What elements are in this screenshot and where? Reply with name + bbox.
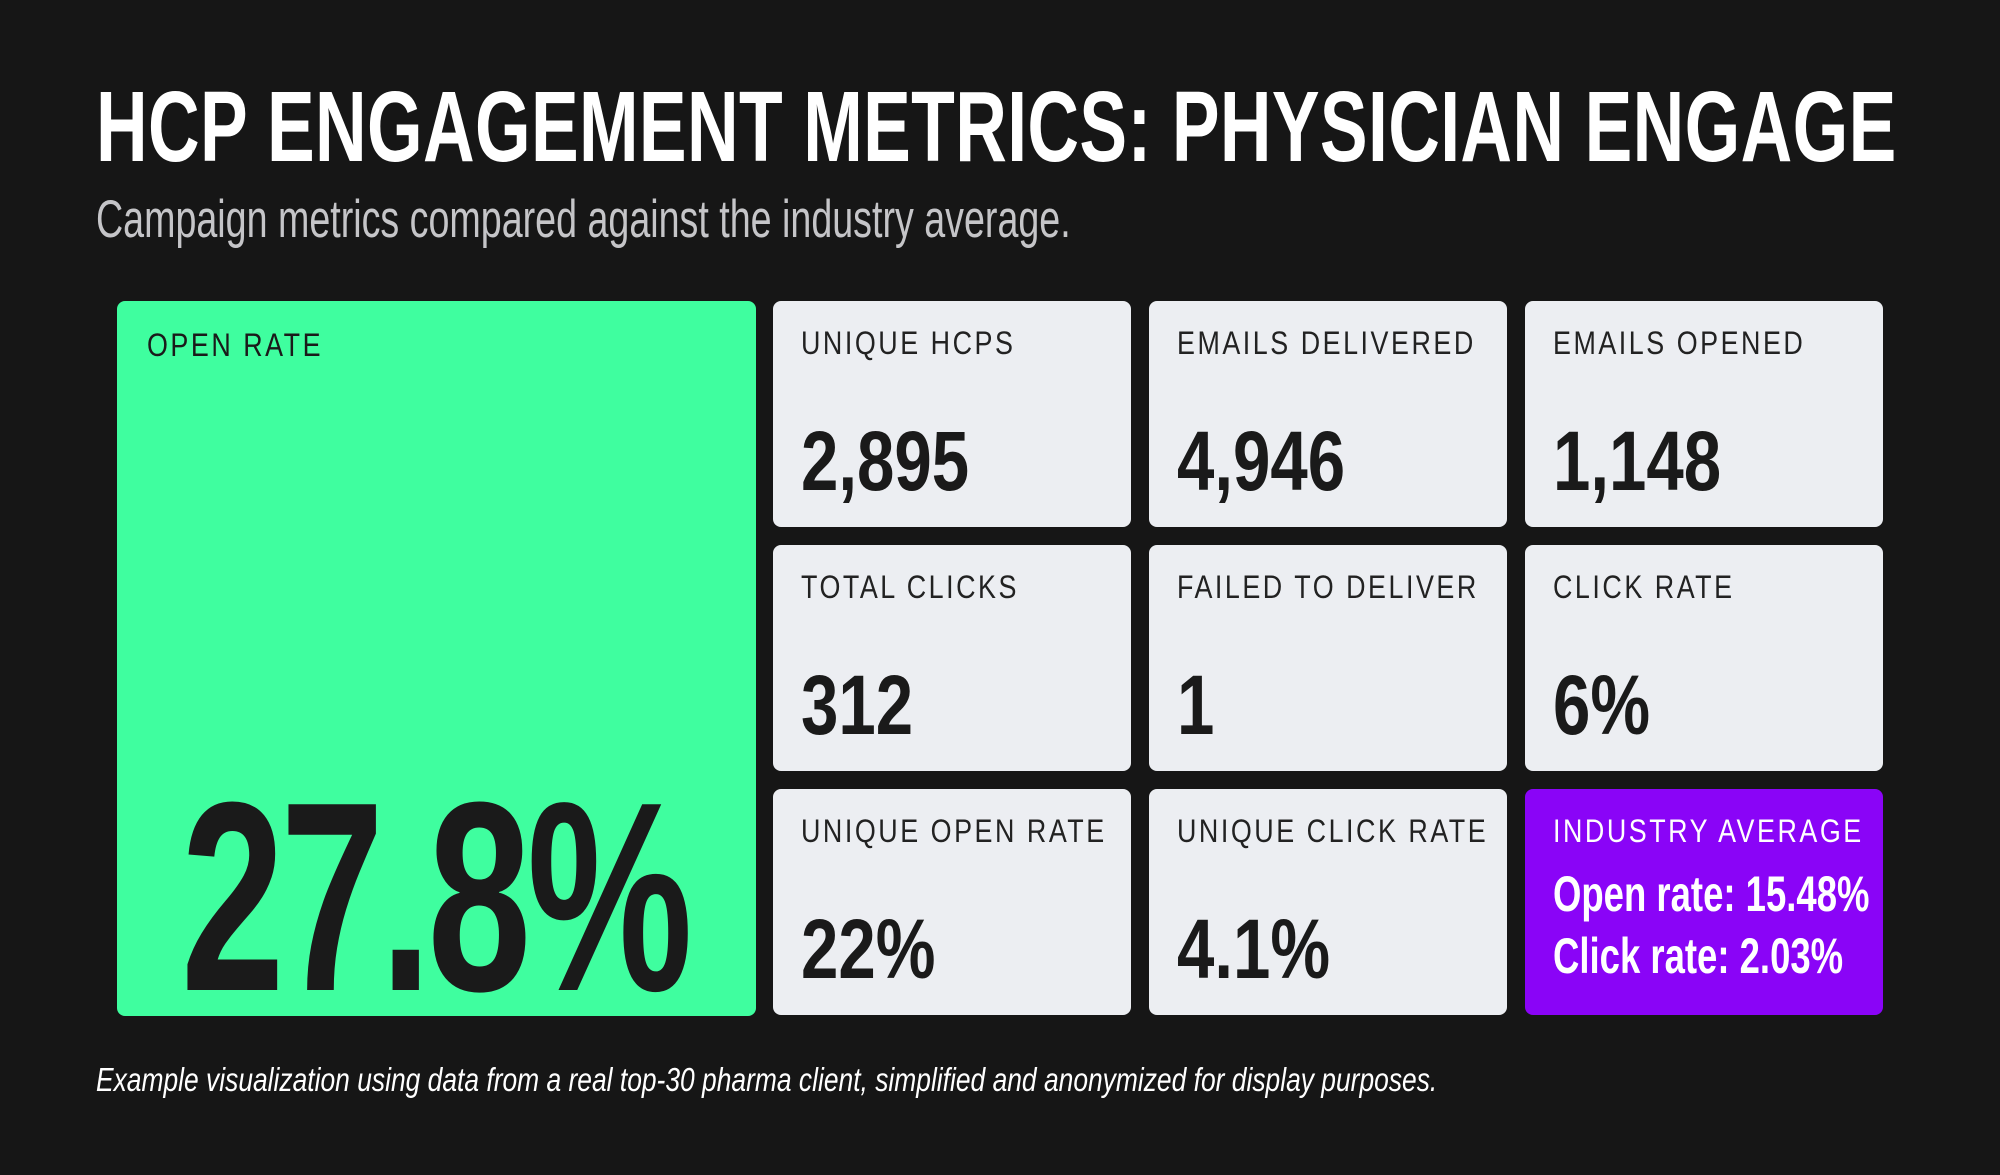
emails-opened-label: EMAILS OPENED [1553, 325, 1806, 361]
industry-click-rate: Click rate: 2.03% [1553, 928, 1844, 984]
emails-delivered-card: EMAILS DELIVERED 4,946 [1149, 301, 1507, 527]
total-clicks-value: 312 [801, 658, 914, 752]
open-rate-card: OPEN RATE 27.8% [117, 301, 756, 1033]
failed-to-deliver-value: 1 [1177, 658, 1215, 752]
emails-delivered-label: EMAILS DELIVERED [1177, 325, 1476, 361]
unique-open-rate-card: UNIQUE OPEN RATE 22% [773, 789, 1131, 1015]
unique-hcps-value: 2,895 [801, 414, 970, 508]
emails-opened-card: EMAILS OPENED 1,148 [1525, 301, 1883, 527]
unique-open-rate-label: UNIQUE OPEN RATE [801, 813, 1107, 849]
open-rate-value: 27.8% [181, 747, 693, 1048]
unique-hcps-label: UNIQUE HCPS [801, 325, 1016, 361]
total-clicks-card: TOTAL CLICKS 312 [773, 545, 1131, 771]
page-title: HCP ENGAGEMENT METRICS: PHYSICIAN ENGAGE [96, 71, 1897, 183]
footnote: Example visualization using data from a … [96, 1061, 1438, 1098]
failed-to-deliver-card: FAILED TO DELIVER 1 [1149, 545, 1507, 771]
failed-to-deliver-label: FAILED TO DELIVER [1177, 569, 1479, 605]
industry-open-rate: Open rate: 15.48% [1553, 866, 1870, 922]
unique-hcps-card: UNIQUE HCPS 2,895 [773, 301, 1131, 527]
open-rate-label: OPEN RATE [147, 327, 324, 363]
unique-click-rate-label: UNIQUE CLICK RATE [1177, 813, 1489, 849]
unique-open-rate-value: 22% [801, 902, 936, 996]
unique-click-rate-value: 4.1% [1177, 902, 1331, 996]
emails-delivered-value: 4,946 [1177, 414, 1346, 508]
emails-opened-value: 1,148 [1553, 414, 1722, 508]
click-rate-label: CLICK RATE [1553, 569, 1735, 605]
industry-average-card: INDUSTRY AVERAGE Open rate: 15.48% Click… [1525, 789, 1883, 1015]
unique-click-rate-card: UNIQUE CLICK RATE 4.1% [1149, 789, 1507, 1015]
page-subtitle: Campaign metrics compared against the in… [96, 190, 1071, 249]
click-rate-card: CLICK RATE 6% [1525, 545, 1883, 771]
total-clicks-label: TOTAL CLICKS [801, 569, 1019, 605]
click-rate-value: 6% [1553, 658, 1651, 752]
industry-average-label: INDUSTRY AVERAGE [1553, 813, 1864, 849]
